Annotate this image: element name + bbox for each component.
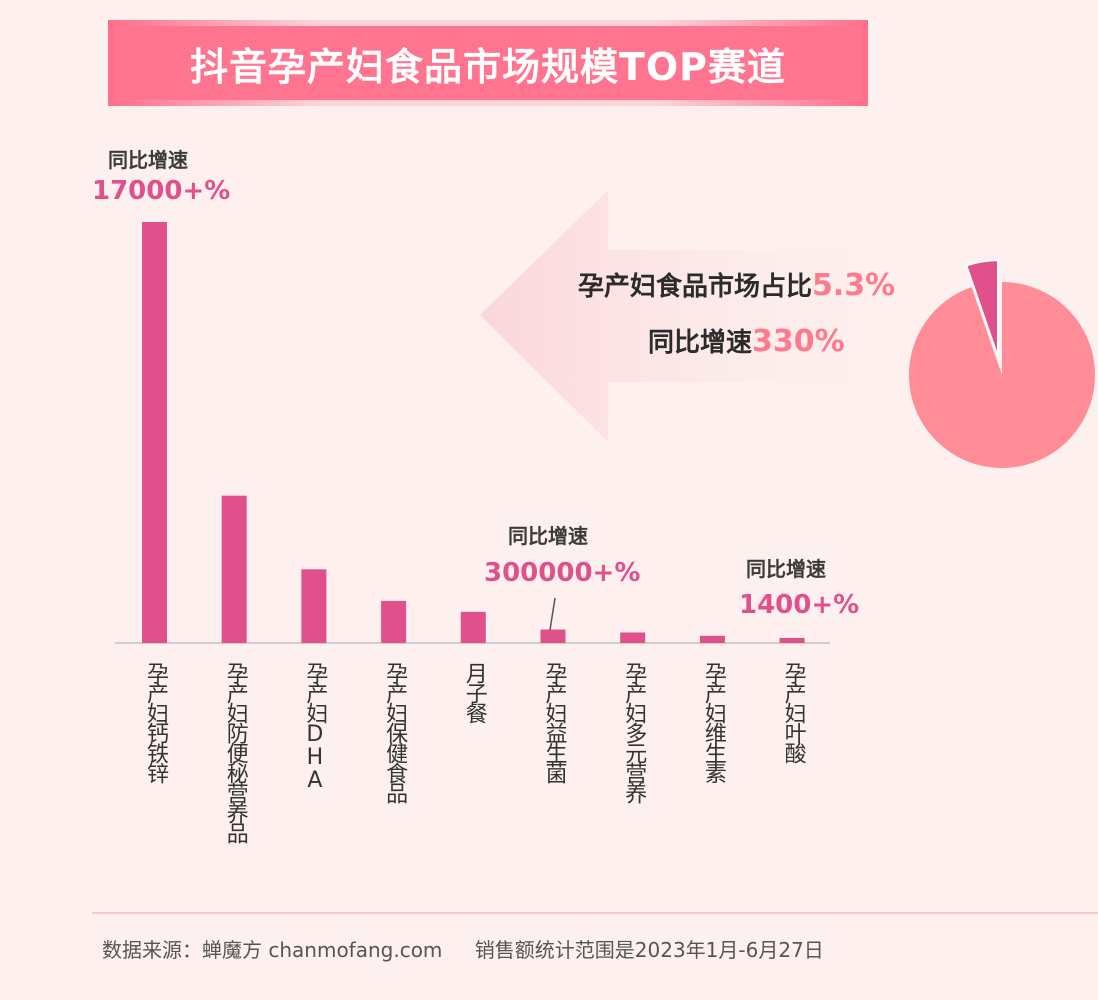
bar-5 — [460, 611, 486, 643]
pie-share-value: 5.3% — [812, 268, 896, 303]
category-label-5: 月子餐 — [461, 662, 487, 722]
bar-1 — [142, 222, 167, 643]
pie-growth-label: 同比增速 — [648, 328, 753, 358]
pie-slice-main — [908, 282, 1095, 468]
footer: 数据来源：蝉魔方 chanmofang.com 销售额统计范围是2023年1月-… — [102, 934, 850, 963]
annotation-value-3: 1400+% — [739, 590, 860, 620]
pie-slice-share — [965, 259, 1000, 358]
category-label-8: 孕产妇维生素 — [700, 662, 726, 782]
pie-growth-value: 330% — [752, 324, 845, 359]
title-banner: 抖音孕产妇食品市场规模TOP赛道 — [108, 20, 868, 106]
footer-range: 销售额统计范围是2023年1月-6月27日 — [474, 938, 824, 962]
category-label-4: 孕产妇保健食品 — [382, 662, 408, 802]
category-label-2: 孕产妇防便秘营养品 — [222, 662, 248, 842]
category-label-7: 孕产妇多元营养 — [621, 662, 647, 802]
pie-share-text: 孕产妇食品市场占比5.3% — [578, 266, 895, 303]
annotation-label-1: 同比增速 — [108, 148, 188, 172]
bar-7 — [620, 632, 646, 643]
category-label-1: 孕产妇钙铁锌 — [143, 662, 168, 782]
bar-9 — [779, 637, 805, 643]
annotation-leader-line — [549, 597, 556, 631]
bar-2 — [221, 495, 247, 643]
annotation-label-3: 同比增速 — [746, 557, 826, 581]
footer-source: 数据来源：蝉魔方 chanmofang.com — [102, 938, 443, 962]
category-label-3: 孕产妇DHA — [302, 662, 328, 791]
pie-share-label: 孕产妇食品市场占比 — [578, 272, 813, 302]
annotation-value-1: 17000+% — [92, 176, 231, 206]
chart-title: 抖音孕产妇食品市场规模TOP赛道 — [189, 44, 787, 89]
bar-8 — [699, 635, 725, 643]
footer-divider — [92, 912, 1098, 914]
annotation-value-2: 300000+% — [484, 558, 641, 588]
pie-growth-text: 同比增速330% — [648, 322, 845, 359]
category-label-6: 孕产妇益生菌 — [541, 662, 567, 782]
bar-6 — [540, 629, 566, 643]
bar-4 — [381, 600, 407, 643]
bar-3 — [301, 569, 327, 643]
category-label-9: 孕产妇叶酸 — [780, 662, 806, 762]
annotation-label-2: 同比增速 — [508, 524, 588, 548]
